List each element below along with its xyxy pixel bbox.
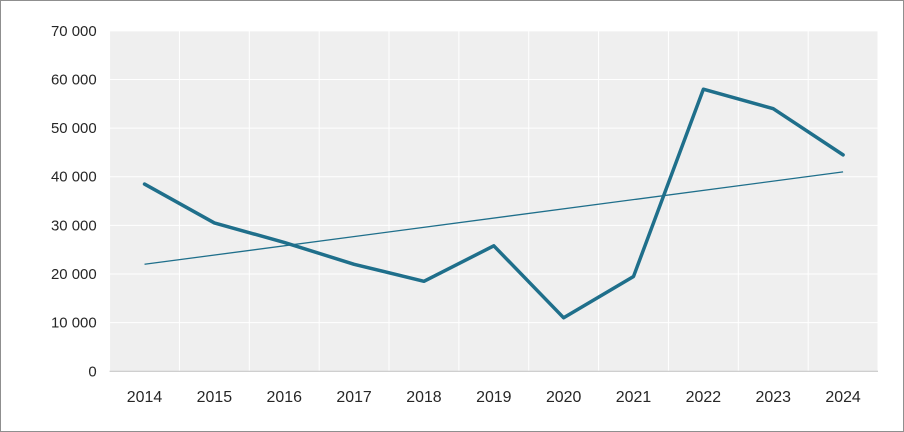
y-axis-tick-label: 40 000 — [51, 169, 97, 186]
x-axis-tick-label: 2015 — [197, 389, 233, 406]
x-axis-tick-label: 2019 — [476, 389, 512, 406]
trendline — [144, 171, 844, 265]
y-axis-tick-label: 60 000 — [51, 71, 97, 88]
y-axis-tick-label: 30 000 — [51, 217, 97, 234]
x-axis-tick-label: 2023 — [756, 389, 792, 406]
x-axis-tick-label: 2017 — [336, 389, 372, 406]
plot-area — [109, 30, 879, 372]
y-axis-tick-label: 70 000 — [51, 23, 97, 40]
y-axis-tick-label: 0 — [88, 363, 96, 380]
y-axis-tick-label: 10 000 — [51, 315, 97, 332]
x-axis-tick-label: 2021 — [616, 389, 652, 406]
y-axis-tick-label: 20 000 — [51, 266, 97, 283]
x-axis-tick-label: 2024 — [825, 389, 861, 406]
y-axis-tick-label: 50 000 — [51, 120, 97, 137]
x-axis-tick-label: 2018 — [406, 389, 442, 406]
x-axis-tick-label: 2022 — [686, 389, 722, 406]
data-series-line — [142, 87, 845, 320]
x-axis-tick-label: 2016 — [267, 389, 303, 406]
x-axis-tick-label: 2020 — [546, 389, 582, 406]
x-axis-tick-label: 2014 — [127, 389, 163, 406]
